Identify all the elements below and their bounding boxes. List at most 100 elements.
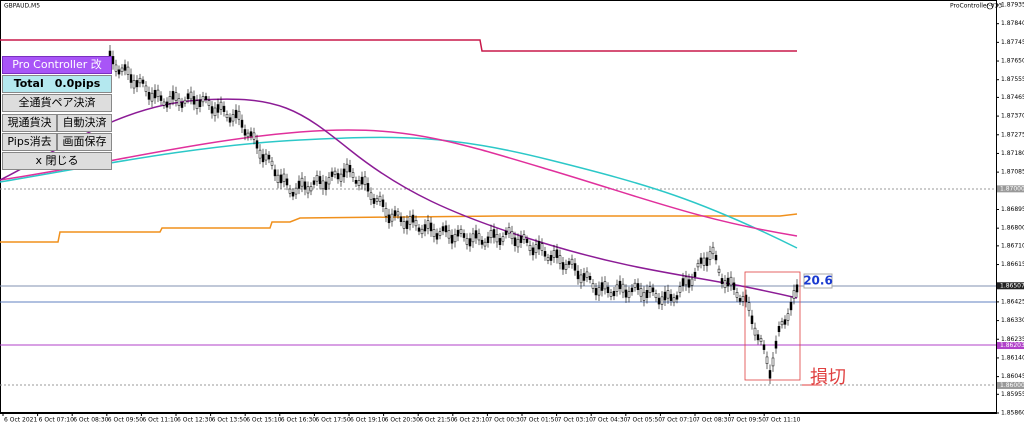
button[interactable]: x 閉じる [2, 152, 112, 170]
candle-body [438, 231, 442, 236]
candle-body [624, 289, 628, 298]
candle-body [357, 180, 361, 186]
time-label: 7 Oct 09:50 [731, 417, 766, 424]
price-box [997, 282, 1024, 290]
price-label: 1.87935 [1001, 2, 1024, 9]
candle-body [165, 101, 169, 108]
candle-body [273, 169, 277, 177]
candle-body [339, 173, 343, 182]
candle-body [444, 225, 448, 233]
button[interactable]: 現通貨決済 [2, 114, 57, 145]
time-label: 6 Oct 2021 [4, 417, 37, 424]
candle-body [315, 175, 319, 182]
candle-body [312, 180, 316, 185]
candle-body [771, 357, 775, 367]
candle-body [696, 263, 700, 268]
candle-body [390, 213, 394, 222]
candle-body [237, 110, 241, 120]
candle-body [228, 117, 232, 123]
time-label: 6 Oct 08:30 [73, 417, 108, 424]
price-box-label: 1.86507 [1000, 282, 1024, 289]
candle-body [777, 326, 781, 333]
candle-body [630, 287, 634, 293]
candle-body [462, 233, 466, 238]
price-box [997, 342, 1024, 350]
price-label: 1.87745 [1001, 39, 1024, 46]
candle-body [639, 288, 643, 297]
candle-body [558, 255, 562, 264]
candle-body [432, 229, 436, 237]
candle-body [516, 238, 520, 248]
candle-body [288, 188, 292, 194]
time-label: 6 Oct 12:30 [177, 417, 212, 424]
candle-body [207, 100, 211, 106]
candle-body [201, 96, 205, 103]
price-label: 1.86615 [1001, 261, 1024, 268]
candle-body [135, 80, 139, 88]
candle-body [660, 296, 664, 305]
button[interactable]: 自動決済 [57, 114, 112, 132]
candle-body [285, 178, 289, 186]
candle-body [732, 282, 736, 290]
time-label: 6 Oct 09:50 [108, 417, 143, 424]
candle-body [780, 321, 784, 326]
price-label: 1.87275 [1001, 131, 1024, 138]
price-label: 1.87465 [1001, 94, 1024, 101]
candle-body [306, 186, 310, 194]
candle-body [594, 288, 598, 296]
candle-body [369, 192, 373, 200]
candle-body [210, 106, 214, 114]
candle-body [765, 356, 769, 364]
candle-body [672, 297, 676, 303]
time-label: 7 Oct 01:50 [523, 417, 558, 424]
button-row: 現通貨決済自動決済 [2, 113, 112, 145]
total-pips: Total 0.0pips [2, 75, 112, 93]
candle-body [579, 274, 583, 284]
candle-body [528, 244, 532, 251]
candle-body [537, 241, 541, 250]
candle-body [597, 287, 601, 296]
candle-body [282, 173, 286, 182]
candle-body [405, 220, 409, 229]
button[interactable]: 全通貨ペア決済 [2, 94, 112, 112]
candle-body [549, 255, 553, 261]
candle-body [156, 89, 160, 97]
candle-body [786, 313, 790, 321]
candle-body [474, 230, 478, 239]
candle-body [192, 96, 196, 105]
candle-body [678, 286, 682, 293]
candle-body [453, 234, 457, 243]
panel-title: Pro Controller 改 [2, 56, 112, 74]
candle-body [759, 338, 763, 342]
candle-body [636, 283, 640, 290]
button[interactable]: 画面保存 [57, 133, 112, 151]
candle-body [411, 214, 415, 223]
price-label: 1.86140 [1001, 354, 1024, 361]
candle-body [198, 99, 202, 108]
candle-body [585, 271, 589, 278]
candle-body [714, 254, 718, 261]
candle-body [441, 226, 445, 232]
candle-body [117, 69, 121, 75]
candle-body [540, 243, 544, 251]
candle-body [348, 164, 352, 173]
price-axis: 1.87935 1.87840 1.87745 1.87650 1.87555 1.874… [996, 0, 1024, 416]
candle-body [729, 276, 733, 286]
time-label: 6 Oct 23:10 [454, 417, 489, 424]
candle-body [261, 154, 265, 163]
button[interactable]: Pips消去 [2, 133, 57, 151]
candle-body [774, 340, 778, 349]
candle-body [561, 262, 565, 270]
candle-body [327, 177, 331, 185]
candle-body [249, 131, 253, 137]
candle-body [675, 295, 679, 300]
time-label: 6 Oct 15:10 [246, 417, 281, 424]
candle-body [111, 56, 115, 65]
candle-body [663, 291, 667, 301]
price-box [997, 185, 1024, 193]
cyan-ma [0, 136, 798, 249]
price-label: 1.86235 [1001, 336, 1024, 343]
candle-body [753, 327, 757, 336]
